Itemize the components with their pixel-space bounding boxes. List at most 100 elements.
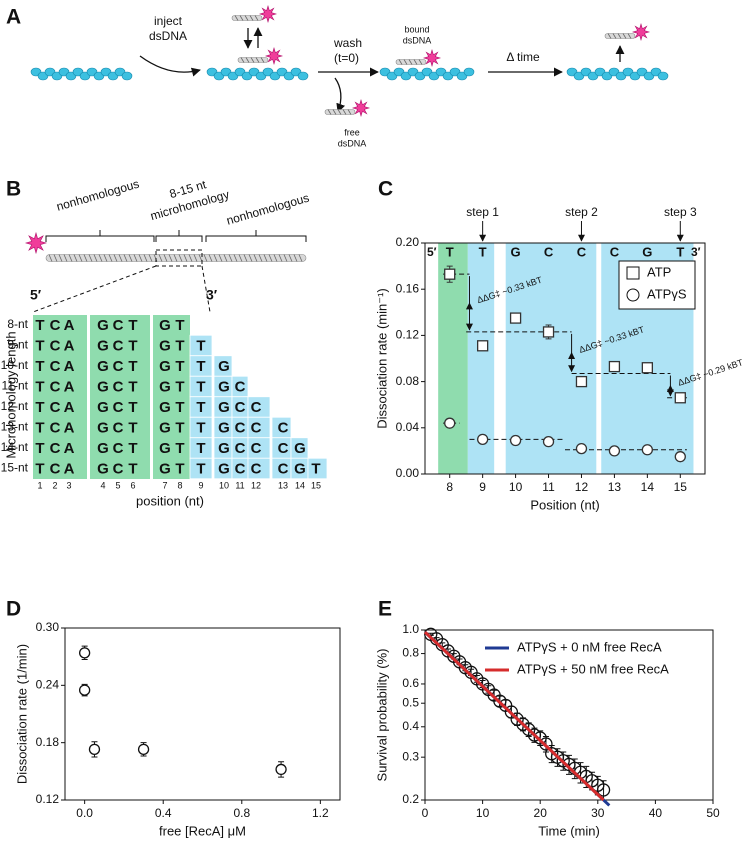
base: G: [218, 378, 230, 395]
legend-label: ATPγS + 0 nM free RecA: [517, 639, 662, 654]
dsdna-rung: [337, 109, 342, 115]
dsdna-rung: [268, 254, 273, 262]
data-point: [444, 417, 456, 429]
dsdna-rung: [233, 254, 238, 262]
data-point: [674, 392, 686, 404]
dsdna-rung: [138, 254, 143, 262]
data-point: [539, 737, 553, 751]
position-label: 5: [115, 480, 120, 490]
arrow: [334, 77, 345, 113]
dsdna-rung: [288, 254, 293, 262]
x-tick-label: 12: [575, 480, 589, 494]
base: C: [235, 460, 246, 477]
dsdna: [324, 109, 356, 115]
dsdna-rung: [63, 254, 68, 262]
base: C: [50, 419, 61, 436]
base: C: [50, 337, 61, 354]
reca-filament: [121, 71, 133, 81]
dsdna-rung: [98, 254, 103, 262]
x-tick-label: 11: [542, 480, 555, 494]
plot-frame: [424, 242, 706, 475]
row-label: 13-nt: [1, 420, 29, 434]
dashed-guide: [201, 265, 211, 313]
x-tick-label: 14: [641, 480, 655, 494]
fluorophore: [351, 98, 371, 118]
label: inject: [154, 14, 183, 28]
position-label: 8: [177, 480, 182, 490]
shaded-band: [438, 243, 468, 474]
base: C: [50, 378, 61, 395]
dsdna: [45, 254, 307, 262]
fluorophore: [258, 4, 278, 24]
row-label: 15-nt: [1, 461, 29, 475]
dsdna-rung: [327, 109, 332, 115]
y-tick-label: 0.00: [396, 466, 420, 480]
dsdna-rung: [250, 57, 255, 63]
dsdna-rung: [245, 57, 250, 63]
base: G: [97, 358, 109, 375]
dsdna-rung: [123, 254, 128, 262]
base: A: [64, 440, 75, 457]
data-point: [476, 340, 489, 352]
fluorophore: [631, 22, 651, 42]
dsdna: [231, 15, 263, 21]
dsdna-rung: [183, 254, 188, 262]
y-tick-label: 0.20: [396, 235, 420, 249]
base: G: [159, 358, 171, 375]
x-tick-label: 0: [422, 806, 429, 820]
legend-label: ATPγS: [647, 286, 687, 301]
base: T: [175, 378, 184, 395]
dsdna-rung: [298, 254, 303, 262]
base: T: [196, 358, 205, 375]
reca-filament: [463, 67, 475, 77]
base: C: [544, 244, 554, 259]
base: G: [159, 399, 171, 416]
base: C: [251, 460, 262, 477]
position-label: 10: [219, 480, 229, 490]
dsdna-rung: [178, 254, 183, 262]
base: T: [175, 317, 184, 334]
base: G: [218, 460, 230, 477]
data-point: [641, 444, 654, 456]
data-point: [476, 433, 489, 446]
base: C: [235, 399, 246, 416]
dsdna-rung: [228, 254, 233, 262]
base: T: [128, 378, 137, 395]
y-tick-label: 1.0: [402, 622, 419, 636]
position-label: 15: [311, 480, 321, 490]
base: T: [128, 358, 137, 375]
base: T: [175, 440, 184, 457]
x-tick-label: 20: [534, 806, 548, 820]
homology-block: [153, 315, 190, 479]
label: 5′: [30, 287, 42, 303]
dashed-box: [155, 249, 203, 267]
y-tick-label: 0.5: [402, 695, 419, 709]
base: T: [676, 244, 684, 259]
base: G: [97, 399, 109, 416]
base: C: [113, 399, 124, 416]
x-tick-label: 0.0: [76, 806, 93, 820]
dsdna-rung: [254, 15, 259, 21]
dsdna-rung: [133, 254, 138, 262]
dsdna-rung: [234, 15, 239, 21]
data-point: [596, 783, 611, 797]
base: A: [64, 460, 75, 477]
base: T: [175, 358, 184, 375]
dsdna-rung: [607, 33, 612, 39]
step-label: step 1: [466, 205, 499, 219]
panel-letter: D: [6, 598, 21, 621]
dsdna-rung: [243, 254, 248, 262]
position-label: 3: [66, 480, 71, 490]
base: T: [35, 358, 44, 375]
dsdna-rung: [148, 254, 153, 262]
y-tick-label: 0.18: [36, 735, 60, 749]
base: G: [218, 440, 230, 457]
position-label: 2: [52, 480, 57, 490]
y-axis-label: Dissociation rate (1/min): [14, 644, 29, 784]
y-tick-label: 0.30: [36, 620, 60, 634]
fluorophore: [264, 46, 284, 66]
dsdna-rung: [48, 254, 53, 262]
legend-label: ATPγS + 50 nM free RecA: [517, 661, 669, 676]
label: bound: [404, 24, 429, 34]
x-tick-label: 9: [479, 480, 486, 494]
